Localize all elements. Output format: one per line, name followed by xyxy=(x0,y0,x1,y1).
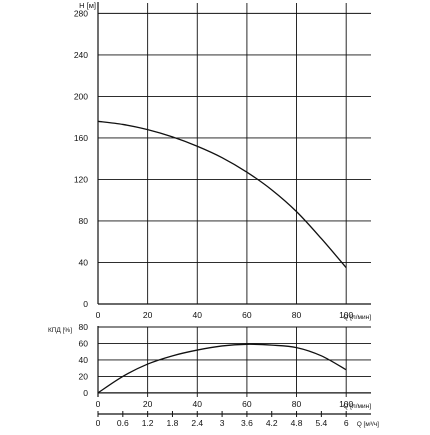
secondary-tick-label: 1.8 xyxy=(167,418,179,428)
x-tick-label: 20 xyxy=(143,399,153,409)
performance-curve xyxy=(97,343,347,394)
y-tick-label: 0 xyxy=(83,388,88,398)
x-tick-label: 40 xyxy=(193,310,203,320)
head-chart: 0 40 80 120 160 200 240 280 0 20 40 60 80 100 H [м] Q [… xyxy=(74,1,371,321)
secondary-tick-label: 6 xyxy=(344,418,349,428)
secondary-axis-title: Q [м³/ч] xyxy=(357,421,379,428)
x-axis-title: Q [л/мин] xyxy=(343,314,371,321)
y-tick-label: 80 xyxy=(79,322,89,332)
y-tick-label: 200 xyxy=(74,91,88,101)
secondary-tick-label: 3 xyxy=(220,418,225,428)
x-tick-label: 100 xyxy=(339,310,353,320)
x-tick-label: 100 xyxy=(339,399,353,409)
y-tick-label: 40 xyxy=(79,257,89,267)
y-tick-label: 280 xyxy=(74,8,88,18)
secondary-tick-label: 4.8 xyxy=(291,418,303,428)
y-tick-label: 60 xyxy=(79,338,89,348)
secondary-tick-label: 4.2 xyxy=(266,418,278,428)
x-tick-label: 40 xyxy=(193,399,203,409)
y-tick-label: 120 xyxy=(74,174,88,184)
x-tick-label: 80 xyxy=(292,399,302,409)
efficiency-chart: 0 20 40 60 80 0 20 40 60 80 100 КПД [%] Q [л/мин] xyxy=(48,322,371,410)
secondary-tick-label: 3.6 xyxy=(241,418,253,428)
secondary-tick-label: 0 xyxy=(96,418,101,428)
x-tick-label: 0 xyxy=(96,310,101,320)
flow-m3h-axis: 0 0.6 1.2 1.8 2.4 3 3.6 4.2 4.8 5.4 6 Q [м³/ч] xyxy=(96,411,379,428)
x-tick-label: 0 xyxy=(96,399,101,409)
x-tick-label: 20 xyxy=(143,310,153,320)
x-axis-title: Q [л/мин] xyxy=(343,403,371,410)
performance-curve xyxy=(97,120,347,269)
secondary-tick-label: 1.2 xyxy=(142,418,154,428)
x-tick-label: 60 xyxy=(242,399,252,409)
y-axis-title: H [м] xyxy=(79,1,96,10)
secondary-tick-label: 5.4 xyxy=(315,418,327,428)
y-tick-label: 40 xyxy=(79,355,89,365)
y-tick-label: 240 xyxy=(74,50,88,60)
secondary-tick-label: 2.4 xyxy=(191,418,203,428)
y-axis-title: КПД [%] xyxy=(48,327,72,334)
y-tick-label: 160 xyxy=(74,133,88,143)
x-tick-label: 80 xyxy=(292,310,302,320)
y-tick-label: 20 xyxy=(79,371,89,381)
x-tick-label: 60 xyxy=(242,310,252,320)
y-tick-label: 80 xyxy=(79,216,89,226)
secondary-tick-label: 0.6 xyxy=(117,418,129,428)
y-tick-label: 0 xyxy=(83,299,88,309)
